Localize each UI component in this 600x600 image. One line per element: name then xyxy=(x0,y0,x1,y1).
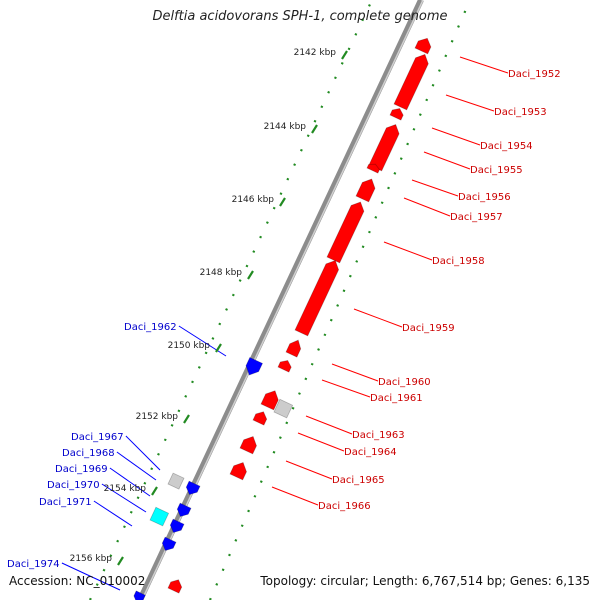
scale-tick-label: 2156 kbp xyxy=(70,554,113,564)
scale-tick-label: 2144 kbp xyxy=(264,122,307,132)
gene-label-forward: Daci_1961 xyxy=(370,393,423,404)
gene-arrow xyxy=(366,163,380,174)
gene-arrow xyxy=(285,339,302,358)
gene-arrow xyxy=(167,579,183,594)
scale-tick-mark xyxy=(183,414,190,424)
scale-tick-mark xyxy=(247,270,254,280)
gene-arrow xyxy=(368,123,400,172)
gene-arrow xyxy=(260,390,279,411)
gene-arrow xyxy=(252,411,268,426)
gene-arrow xyxy=(294,259,340,337)
scale-tick-mark xyxy=(311,124,318,134)
genome-summary: Topology: circular; Length: 6,767,514 bp… xyxy=(260,574,590,588)
gene-label-forward: Daci_1953 xyxy=(494,107,547,118)
gene-label-forward: Daci_1956 xyxy=(458,192,511,203)
gene-arrow xyxy=(169,518,185,533)
gene-label-forward: Daci_1964 xyxy=(344,447,397,458)
leader-line xyxy=(403,197,451,217)
gene-label-forward: Daci_1960 xyxy=(378,377,431,388)
leader-line xyxy=(61,562,121,591)
label-leader-lines xyxy=(61,56,509,591)
leader-line xyxy=(411,179,459,197)
gene-arrow xyxy=(149,506,170,527)
scale-tick-label: 2154 kbp xyxy=(104,484,147,494)
gene-arrow xyxy=(229,461,247,481)
scale-tick-mark xyxy=(341,50,348,60)
map-title: Delftia acidovorans SPH-1, complete geno… xyxy=(152,9,448,24)
leader-line xyxy=(93,500,133,527)
leader-line xyxy=(116,451,157,481)
gene-label-forward: Daci_1958 xyxy=(432,256,485,267)
gene-arrow xyxy=(355,178,376,203)
gene-label-reverse: Daci_1971 xyxy=(39,497,92,508)
track-guides xyxy=(89,0,472,600)
dotted-guide xyxy=(208,0,472,600)
gene-label-forward: Daci_1957 xyxy=(450,212,503,223)
gene-label-reverse: Daci_1974 xyxy=(7,559,60,570)
genome-backbone xyxy=(137,0,424,600)
scale-ticks: 2142 kbp 2144 kbp 2146 kbp 2148 kbp 2150 kbp… xyxy=(70,48,348,566)
gene-arrow xyxy=(389,108,404,121)
gene-arrow xyxy=(245,356,264,376)
gene-arrow xyxy=(167,472,185,490)
gene-arrow xyxy=(414,37,432,55)
gene-label-forward: Daci_1954 xyxy=(480,141,533,152)
leader-line xyxy=(101,483,147,513)
gene-label-reverse: Daci_1970 xyxy=(47,480,100,491)
leader-line xyxy=(445,94,495,112)
accession-label: Accession: NC_010002 xyxy=(9,574,146,588)
gene-label-forward: Daci_1966 xyxy=(318,501,371,512)
gene-label-forward: Daci_1955 xyxy=(470,165,523,176)
gene-arrow xyxy=(393,53,429,111)
gene-label-forward: Daci_1952 xyxy=(508,69,561,80)
gene-arrow xyxy=(273,398,294,419)
gene-arrow xyxy=(277,360,292,373)
scale-tick-label: 2148 kbp xyxy=(200,268,243,278)
leader-line xyxy=(331,363,379,382)
gene-label-forward: Daci_1959 xyxy=(402,323,455,334)
gene-labels: Daci_1952 Daci_1953 Daci_1954 Daci_1955 Daci… xyxy=(7,69,561,570)
scale-tick-mark xyxy=(279,197,286,207)
leader-line xyxy=(321,379,371,398)
leader-line xyxy=(305,415,353,435)
gene-label-forward: Daci_1965 xyxy=(332,475,385,486)
gene-arrow xyxy=(133,590,146,600)
scale-tick-label: 2146 kbp xyxy=(232,195,275,205)
gene-label-reverse: Daci_1962 xyxy=(124,322,177,333)
leader-line xyxy=(178,325,227,357)
gene-label-reverse: Daci_1969 xyxy=(55,464,108,475)
gene-arrow xyxy=(326,201,365,264)
gene-features xyxy=(133,37,432,600)
scale-tick-mark xyxy=(151,486,158,496)
leader-line xyxy=(423,151,471,170)
leader-line xyxy=(285,460,333,480)
gene-label-reverse: Daci_1968 xyxy=(62,448,115,459)
gene-arrow xyxy=(161,536,177,551)
gene-arrow xyxy=(176,502,192,517)
scale-tick-label: 2150 kbp xyxy=(168,341,211,351)
gene-label-reverse: Daci_1967 xyxy=(71,432,124,443)
leader-line xyxy=(353,308,403,328)
scale-tick-mark xyxy=(215,343,222,353)
leader-line xyxy=(459,56,509,74)
scale-tick-label: 2152 kbp xyxy=(136,412,179,422)
leader-line xyxy=(271,486,319,506)
leader-line xyxy=(125,435,161,471)
leader-line xyxy=(431,127,481,146)
gene-arrow xyxy=(185,480,201,495)
leader-line xyxy=(109,467,151,497)
gene-label-forward: Daci_1963 xyxy=(352,430,405,441)
leader-line xyxy=(383,241,433,261)
scale-tick-label: 2142 kbp xyxy=(294,48,337,58)
scale-tick-mark xyxy=(117,556,124,566)
leader-line xyxy=(297,432,345,452)
gene-arrow xyxy=(239,435,257,455)
